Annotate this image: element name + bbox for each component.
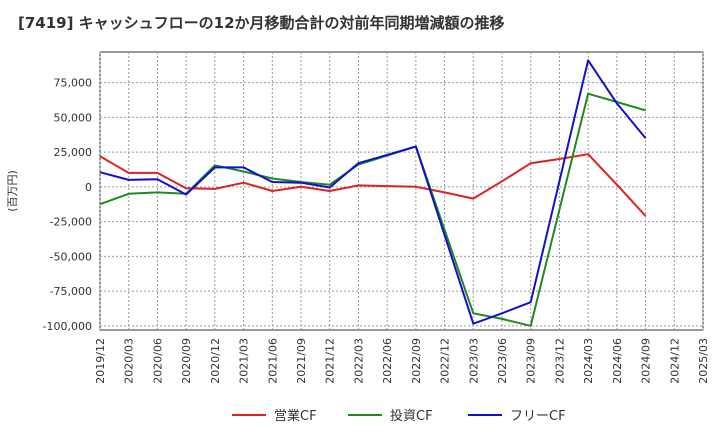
- x-tick-label: 2021/03: [238, 338, 251, 384]
- x-tick-label: 2020/06: [151, 338, 164, 384]
- y-tick-label: 25,000: [54, 146, 93, 159]
- y-tick-label: -75,000: [50, 285, 92, 298]
- x-tick-label: 2021/09: [295, 338, 308, 384]
- y-tick-label: 0: [85, 181, 92, 194]
- x-tick-label: 2024/06: [611, 338, 624, 384]
- series-line-2: [99, 59, 647, 325]
- x-tick-label: 2023/03: [467, 338, 480, 384]
- x-tick-label: 2023/09: [525, 338, 538, 384]
- x-tick-label: 2020/03: [123, 338, 136, 384]
- x-tick-label: 2022/09: [410, 338, 423, 384]
- y-tick-label: 75,000: [54, 77, 93, 90]
- y-axis-label: (百万円): [6, 170, 19, 212]
- series-line-1: [99, 92, 646, 327]
- legend-label: 投資CF: [390, 408, 433, 424]
- y-tick-label: 50,000: [54, 111, 93, 124]
- legend-label: 営業CF: [274, 408, 317, 424]
- x-tick-label: 2020/09: [180, 338, 193, 384]
- x-tick-label: 2021/06: [266, 338, 279, 384]
- x-tick-label: 2020/12: [209, 338, 222, 384]
- x-tick-label: 2019/12: [94, 338, 107, 384]
- x-tick-label: 2021/12: [324, 338, 337, 384]
- x-tick-label: 2024/12: [668, 338, 681, 384]
- x-tick-label: 2023/12: [553, 338, 566, 384]
- y-tick-label: -25,000: [50, 216, 92, 229]
- x-tick-label: 2022/12: [439, 338, 452, 384]
- x-tick-label: 2024/09: [640, 338, 653, 384]
- chart-title: [7419] キャッシュフローの12か月移動合計の対前年同期増減額の推移: [18, 14, 505, 32]
- legend-label: フリーCF: [510, 409, 566, 424]
- x-tick-label: 2023/06: [496, 338, 509, 384]
- x-tick-label: 2024/03: [582, 338, 595, 384]
- y-tick-label: -100,000: [43, 320, 92, 333]
- x-tick-label: 2025/03: [697, 338, 710, 384]
- x-tick-label: 2022/06: [381, 338, 394, 384]
- x-tick-label: 2022/03: [352, 338, 365, 384]
- y-tick-label: -50,000: [50, 250, 92, 263]
